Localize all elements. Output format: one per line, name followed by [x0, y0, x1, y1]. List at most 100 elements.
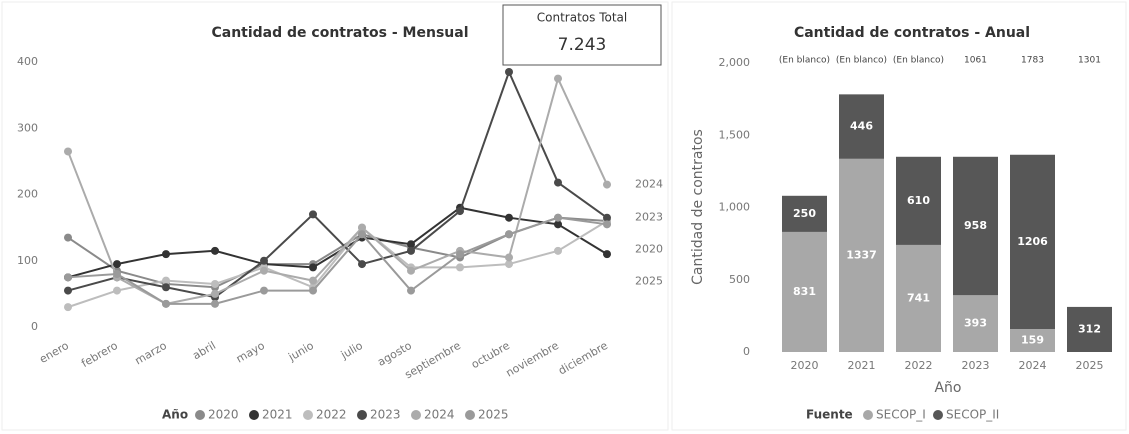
data-label: 1337 — [846, 248, 877, 261]
line — [67, 220, 608, 309]
line — [67, 69, 608, 299]
panel — [1, 1, 669, 431]
data-label: 831 — [793, 285, 816, 298]
top-label: (En blanco) — [779, 56, 830, 66]
point — [260, 266, 268, 275]
legend-swatch — [863, 410, 873, 420]
bar-segment — [782, 231, 827, 352]
card-title: Contratos Total — [537, 11, 627, 25]
point — [309, 286, 317, 295]
y-tick-label: 300 — [17, 121, 38, 134]
end-label: 2025 — [635, 275, 663, 288]
y-tick-label: 1,000 — [719, 201, 751, 214]
x-axis-label: Año — [934, 380, 961, 396]
legend-label: 2024 — [424, 408, 455, 422]
point — [309, 276, 317, 285]
legend-swatch — [195, 410, 205, 420]
card-value: 7.243 — [558, 35, 607, 55]
legend-swatch — [465, 410, 475, 420]
bar-segment — [953, 295, 998, 352]
top-label: (En blanco) — [836, 56, 887, 66]
legend-label: 2022 — [316, 408, 347, 422]
legend-swatch — [411, 410, 421, 420]
data-label: 446 — [850, 120, 873, 133]
point — [407, 246, 415, 255]
legend-label: 2023 — [370, 408, 401, 422]
line — [67, 206, 608, 279]
point — [309, 263, 317, 272]
line — [67, 216, 608, 305]
x-tick-label: 2021 — [848, 359, 876, 372]
point — [162, 276, 170, 285]
bar-segment — [1010, 154, 1055, 330]
point — [505, 67, 513, 76]
data-label: 312 — [1078, 322, 1101, 335]
point — [603, 250, 611, 259]
bar-segment — [1067, 306, 1112, 352]
point — [211, 246, 219, 255]
point — [554, 246, 562, 255]
point — [64, 286, 72, 295]
data-label: 958 — [964, 219, 987, 232]
x-tick-label: 2024 — [1019, 359, 1047, 372]
point — [505, 213, 513, 222]
point — [603, 220, 611, 229]
point — [211, 289, 219, 298]
y-tick-label: 0 — [743, 345, 750, 358]
bar-segment — [782, 195, 827, 232]
point — [211, 299, 219, 308]
point — [113, 260, 121, 269]
data-label: 741 — [907, 291, 930, 304]
y-tick-label: 100 — [17, 254, 38, 267]
point — [407, 240, 415, 249]
point — [407, 286, 415, 295]
legend-label: 2020 — [208, 408, 239, 422]
legend-label: SECOP_II — [946, 408, 999, 422]
top-label: (En blanco) — [893, 56, 944, 66]
point — [162, 283, 170, 292]
y-tick-label: 500 — [729, 273, 750, 286]
point — [603, 213, 611, 222]
top-label: 1301 — [1078, 56, 1101, 66]
point — [554, 220, 562, 229]
legend-title: Año — [162, 408, 188, 422]
y-tick-label: 200 — [17, 188, 38, 201]
y-tick-label: 1,500 — [719, 128, 751, 141]
data-label: 250 — [793, 207, 816, 220]
data-label: 159 — [1021, 334, 1044, 347]
x-tick-label: 2022 — [905, 359, 933, 372]
legend-label: 2021 — [262, 408, 293, 422]
bar-segment — [839, 158, 884, 352]
point — [603, 180, 611, 189]
card — [502, 4, 662, 66]
end-label: 2024 — [635, 178, 663, 191]
point — [554, 74, 562, 83]
point — [260, 286, 268, 295]
bar-segment — [953, 156, 998, 296]
legend-swatch — [249, 410, 259, 420]
point — [309, 210, 317, 219]
x-tick-label: 2020 — [791, 359, 819, 372]
point — [162, 250, 170, 259]
y-axis-label: Cantidad de contratos — [690, 129, 706, 285]
y-tick-label: 0 — [31, 320, 38, 333]
y-tick-label: 400 — [17, 55, 38, 68]
legend-title: Fuente — [806, 408, 853, 422]
point — [211, 279, 219, 288]
point — [456, 207, 464, 216]
legend-swatch — [303, 410, 313, 420]
point — [456, 263, 464, 272]
data-label: 393 — [964, 317, 987, 330]
point — [456, 250, 464, 259]
point — [113, 286, 121, 295]
point — [505, 253, 513, 262]
point — [505, 260, 513, 269]
point — [162, 299, 170, 308]
point — [407, 266, 415, 275]
legend-swatch — [933, 410, 943, 420]
point — [505, 230, 513, 239]
x-tick-label: 2025 — [1076, 359, 1104, 372]
point — [554, 178, 562, 187]
point — [64, 303, 72, 312]
